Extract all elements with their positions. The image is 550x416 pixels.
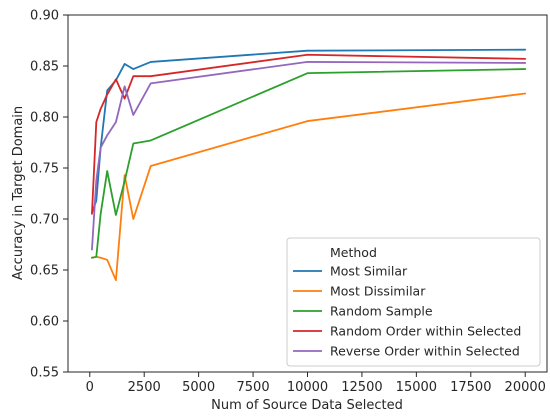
legend-label: Random Sample: [330, 304, 433, 319]
y-tick-label: 0.90: [30, 9, 59, 24]
series-group: [91, 48, 527, 282]
x-tick-label: 10000: [287, 380, 328, 395]
legend-label: Most Similar: [330, 264, 408, 279]
legend-label: Most Dissimilar: [330, 284, 426, 299]
x-tick-label: 7500: [237, 380, 270, 395]
x-tick-label: 2500: [128, 380, 161, 395]
y-tick-label: 0.85: [30, 60, 59, 75]
legend-label: Reverse Order within Selected: [330, 344, 520, 359]
y-axis-label: Accuracy in Target Domain: [11, 106, 26, 280]
x-tick-label: 12500: [341, 380, 382, 395]
x-axis: 0 2500 5000 7500 10000 12500 15000 17500 20000: [86, 372, 546, 395]
y-tick-label: 0.70: [30, 213, 59, 228]
series-line-reverse-order-within-selected: [91, 61, 527, 251]
y-tick-label: 0.65: [30, 264, 59, 279]
legend-box: [286, 237, 541, 367]
series-line-random-sample: [91, 68, 527, 259]
x-axis-label: Num of Source Data Selected: [211, 398, 403, 412]
x-tick-label: 5000: [182, 380, 215, 395]
y-tick-label: 0.75: [30, 162, 59, 177]
legend-items: Most Similar Most Dissimilar Random Sample…: [293, 264, 521, 359]
legend: Method Most Similar Most Dissimilar Random…: [286, 237, 541, 367]
x-tick-label: 17500: [450, 380, 491, 395]
y-tick-label: 0.55: [30, 366, 59, 381]
x-tick-label: 0: [86, 380, 94, 395]
y-axis: 0.55 0.60 0.65 0.70 0.75 0.80 0.85 0.90: [30, 9, 68, 381]
series-line-random-order-within-selected: [91, 53, 527, 215]
series-line-most-similar: [91, 48, 527, 214]
x-tick-label: 20000: [505, 380, 546, 395]
y-tick-label: 0.60: [30, 315, 59, 330]
legend-label: Random Order within Selected: [330, 324, 521, 339]
series-line-most-dissimilar: [91, 92, 527, 282]
legend-title: Method: [330, 245, 377, 260]
x-tick-label: 15000: [396, 380, 437, 395]
y-tick-label: 0.80: [30, 111, 59, 126]
